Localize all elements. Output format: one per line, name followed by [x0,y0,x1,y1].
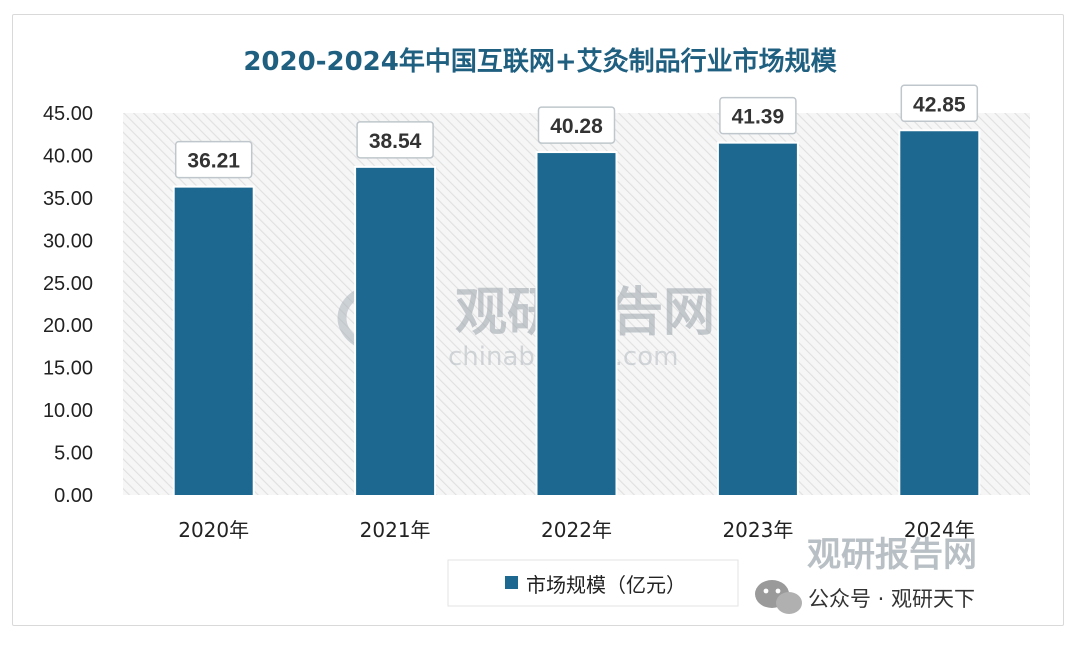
bar [356,167,435,495]
footer-brand: 观研报告网 [807,535,977,575]
y-tick-label: 20.00 [43,315,93,337]
x-tick-label: 2024年 [904,518,975,542]
data-label: 36.21 [187,150,240,173]
legend-swatch [505,576,518,589]
data-label-box [719,96,797,135]
x-tick-label: 2023年 [722,518,793,542]
x-tick-label: 2021年 [360,518,431,542]
x-tick-label: 2022年 [541,518,612,542]
data-label: 42.85 [913,93,966,116]
legend: 市场规模（亿元） [447,559,739,607]
data-label-box [356,121,434,159]
y-tick-label: 15.00 [43,358,93,380]
x-tick-label: 2020年 [178,518,249,542]
data-labels: 36.21 38.54 40.28 41.39 42.85 [174,84,979,179]
y-tick-label: 0.00 [54,485,93,507]
chart-title: 2020-2024年中国互联网+艾灸制品行业市场规模 [243,46,837,77]
y-tick-label: 45.00 [43,103,93,125]
bar [174,187,253,495]
data-label-box [900,84,979,123]
data-label: 41.39 [732,106,785,129]
legend-label: 市场规模（亿元） [526,573,686,597]
bar [900,131,979,496]
y-tick-label: 25.00 [43,273,93,295]
y-axis: 0.00 5.00 10.00 15.00 20.00 25.00 30.00 35.00 40… [43,103,93,507]
data-label: 38.54 [369,130,422,153]
y-tick-label: 10.00 [43,400,93,422]
legend-box [447,559,739,607]
y-tick-label: 35.00 [43,188,93,210]
y-tick-label: 40.00 [43,145,93,167]
y-tick-label: 30.00 [43,230,93,252]
bar [718,143,797,495]
x-axis: 2020年 2021年 2022年 2023年 2024年 [178,518,975,542]
wechat-icon [755,580,802,614]
footer-account: 公众号 · 观研天下 [808,587,975,611]
footer-watermark: 观研报告网 公众号 · 观研天下 [755,535,977,614]
bars [172,129,981,496]
y-tick-label: 5.00 [54,443,93,465]
bar [537,153,616,495]
data-label-box [537,106,616,144]
data-label-box [174,140,253,179]
data-label: 40.28 [550,115,603,138]
